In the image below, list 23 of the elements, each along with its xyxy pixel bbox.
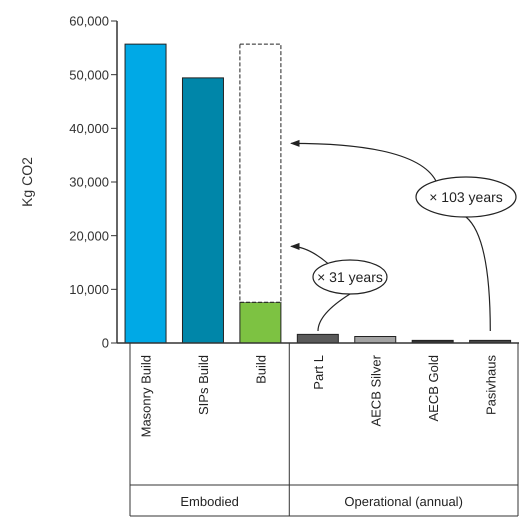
y-tick-label: 60,000	[69, 14, 109, 29]
x-tick-label: AECB Silver	[368, 354, 384, 427]
annotation: × 103 years	[429, 189, 503, 205]
x-tick-label: AECB Gold	[426, 355, 441, 422]
annotation: × 31 years	[317, 269, 383, 285]
x-tick-label: Build	[254, 355, 269, 384]
y-tick-label: 20,000	[69, 228, 109, 244]
bar	[354, 336, 396, 343]
y-tick-label: 50,000	[69, 67, 109, 82]
text: Operational (annual)	[344, 494, 463, 509]
y-tick-label: 40,000	[69, 120, 109, 136]
x-tick-label: Masonry Build	[138, 355, 154, 438]
x-tick-label: Pasivhaus	[483, 354, 498, 415]
y-tick-label: 30,000	[69, 174, 109, 190]
x-tick-label: Part L	[311, 355, 326, 390]
x-tick-label: SIPs Build	[196, 355, 212, 415]
text: Embodied	[180, 494, 239, 509]
bar	[124, 44, 167, 343]
y-tick-label: 0	[102, 336, 109, 351]
y-tick-label: 10,000	[69, 282, 109, 297]
y-axis-title: Kg CO2	[18, 156, 35, 207]
bar	[182, 77, 224, 343]
bar	[296, 334, 339, 343]
